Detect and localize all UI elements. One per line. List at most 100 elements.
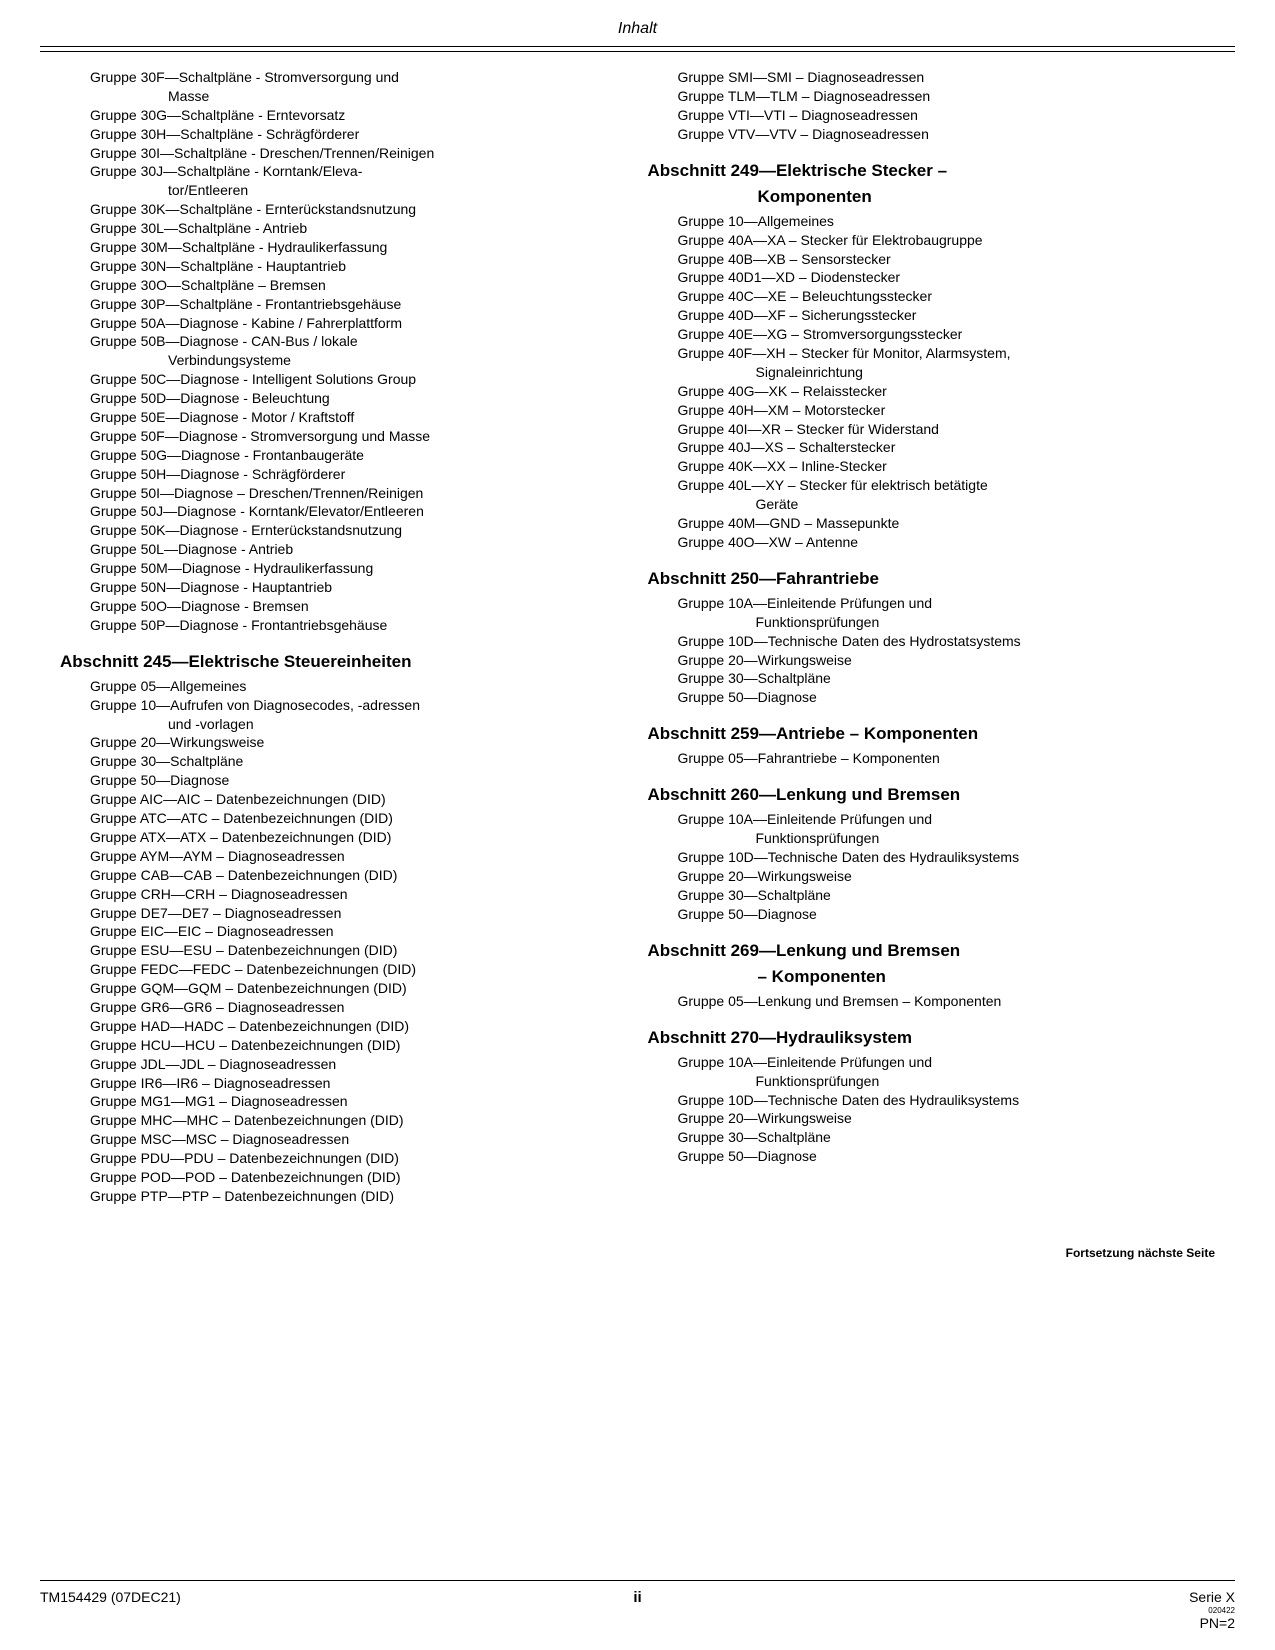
group-entry: Gruppe 50A—Diagnose - Kabine / Fahrerpla…: [60, 314, 628, 333]
group-entry: Gruppe 10D—Technische Daten des Hydrosta…: [648, 632, 1216, 651]
group-entry: Gruppe 20—Wirkungsweise: [648, 867, 1216, 886]
group-entry: Gruppe HAD—HADC – Datenbezeichnungen (DI…: [60, 1017, 628, 1036]
group-entry: Gruppe 30N—Schaltpläne - Hauptantrieb: [60, 257, 628, 276]
header-title: Inhalt: [40, 20, 1235, 47]
footer-pn: PN=2: [1189, 1615, 1235, 1632]
group-entry: Gruppe MHC—MHC – Datenbezeichnungen (DID…: [60, 1111, 628, 1130]
group-entry: Gruppe 05—Lenkung und Bremsen – Komponen…: [648, 992, 1216, 1011]
group-entry: Gruppe 30J—Schaltpläne - Korntank/Eleva-: [60, 162, 628, 181]
group-entry: Gruppe 50—Diagnose: [648, 905, 1216, 924]
group-entry: Gruppe 50G—Diagnose - Frontanbaugeräte: [60, 446, 628, 465]
group-entry: Gruppe 30—Schaltpläne: [648, 1128, 1216, 1147]
footer-left: TM154429 (07DEC21): [40, 1589, 181, 1605]
group-entry: Gruppe 20—Wirkungsweise: [648, 651, 1216, 670]
group-entry: Gruppe 40A—XA – Stecker für Elektrobaugr…: [648, 231, 1216, 250]
section-heading: Abschnitt 245—Elektrische Steuereinheite…: [60, 651, 628, 673]
group-entry-continuation: Verbindungsysteme: [60, 351, 628, 370]
group-entry: Gruppe 30—Schaltpläne: [60, 752, 628, 771]
group-entry: Gruppe GQM—GQM – Datenbezeichnungen (DID…: [60, 979, 628, 998]
group-entry: Gruppe 30G—Schaltpläne - Erntevorsatz: [60, 106, 628, 125]
group-entry: Gruppe ATX—ATX – Datenbezeichnungen (DID…: [60, 828, 628, 847]
group-entry: Gruppe 30I—Schaltpläne - Dreschen/Trenne…: [60, 144, 628, 163]
group-entry: Gruppe 50L—Diagnose - Antrieb: [60, 540, 628, 559]
group-entry: Gruppe 40O—XW – Antenne: [648, 533, 1216, 552]
group-entry: Gruppe VTV—VTV – Diagnoseadressen: [648, 125, 1216, 144]
group-entry: Gruppe 20—Wirkungsweise: [60, 733, 628, 752]
group-entry: Gruppe JDL—JDL – Diagnoseadressen: [60, 1055, 628, 1074]
section-heading: Abschnitt 270—Hydrauliksystem: [648, 1027, 1216, 1049]
group-entry: Gruppe 50F—Diagnose - Stromversorgung un…: [60, 427, 628, 446]
group-entry: Gruppe 40D—XF – Sicherungsstecker: [648, 306, 1216, 325]
group-entry: Gruppe 10A—Einleitende Prüfungen und: [648, 594, 1216, 613]
group-entry: Gruppe PTP—PTP – Datenbezeichnungen (DID…: [60, 1187, 628, 1206]
group-entry-continuation: Funktionsprüfungen: [648, 613, 1216, 632]
group-entry: Gruppe ATC—ATC – Datenbezeichnungen (DID…: [60, 809, 628, 828]
group-entry: Gruppe 50K—Diagnose - Ernterückstandsnut…: [60, 521, 628, 540]
group-entry: Gruppe 50C—Diagnose - Intelligent Soluti…: [60, 370, 628, 389]
footer-series: Serie X: [1189, 1589, 1235, 1606]
footer: TM154429 (07DEC21) ii Serie X 020422 PN=…: [40, 1580, 1235, 1632]
group-entry: Gruppe SMI—SMI – Diagnoseadressen: [648, 68, 1216, 87]
section-heading: Abschnitt 269—Lenkung und Bremsen: [648, 940, 1216, 962]
group-entry: Gruppe 50D—Diagnose - Beleuchtung: [60, 389, 628, 408]
section-heading-line2: – Komponenten: [648, 966, 1216, 988]
group-entry: Gruppe IR6—IR6 – Diagnoseadressen: [60, 1074, 628, 1093]
group-entry: Gruppe MG1—MG1 – Diagnoseadressen: [60, 1092, 628, 1111]
group-entry: Gruppe 30L—Schaltpläne - Antrieb: [60, 219, 628, 238]
group-entry: Gruppe 40D1—XD – Diodenstecker: [648, 268, 1216, 287]
group-entry: Gruppe 50I—Diagnose – Dreschen/Trennen/R…: [60, 484, 628, 503]
group-entry: Gruppe ESU—ESU – Datenbezeichnungen (DID…: [60, 941, 628, 960]
group-entry: Gruppe 40L—XY – Stecker für elektrisch b…: [648, 476, 1216, 495]
group-entry: Gruppe PDU—PDU – Datenbezeichnungen (DID…: [60, 1149, 628, 1168]
continue-note: Fortsetzung nächste Seite: [40, 1246, 1235, 1260]
group-entry: Gruppe 30F—Schaltpläne - Stromversorgung…: [60, 68, 628, 87]
footer-page-number: ii: [633, 1589, 641, 1606]
group-entry-continuation: Masse: [60, 87, 628, 106]
group-entry: Gruppe CRH—CRH – Diagnoseadressen: [60, 885, 628, 904]
group-entry: Gruppe 30P—Schaltpläne - Frontantriebsge…: [60, 295, 628, 314]
group-entry: Gruppe AYM—AYM – Diagnoseadressen: [60, 847, 628, 866]
group-entry-continuation: Geräte: [648, 495, 1216, 514]
group-entry: Gruppe 50P—Diagnose - Frontantriebsgehäu…: [60, 616, 628, 635]
header-rule: [40, 51, 1235, 52]
right-column: Gruppe SMI—SMI – DiagnoseadressenGruppe …: [648, 68, 1216, 1206]
section-heading: Abschnitt 249—Elektrische Stecker –: [648, 160, 1216, 182]
group-entry: Gruppe 50—Diagnose: [60, 771, 628, 790]
group-entry: Gruppe 30—Schaltpläne: [648, 886, 1216, 905]
group-entry: Gruppe VTI—VTI – Diagnoseadressen: [648, 106, 1216, 125]
group-entry: Gruppe 10A—Einleitende Prüfungen und: [648, 810, 1216, 829]
group-entry: Gruppe 50B—Diagnose - CAN-Bus / lokale: [60, 332, 628, 351]
section-heading-line2: Komponenten: [648, 186, 1216, 208]
group-entry: Gruppe 50J—Diagnose - Korntank/Elevator/…: [60, 502, 628, 521]
group-entry: Gruppe 10D—Technische Daten des Hydrauli…: [648, 1091, 1216, 1110]
group-entry: Gruppe CAB—CAB – Datenbezeichnungen (DID…: [60, 866, 628, 885]
left-column: Gruppe 30F—Schaltpläne - Stromversorgung…: [60, 68, 628, 1206]
group-entry: Gruppe EIC—EIC – Diagnoseadressen: [60, 922, 628, 941]
group-entry: Gruppe GR6—GR6 – Diagnoseadressen: [60, 998, 628, 1017]
section-heading: Abschnitt 260—Lenkung und Bremsen: [648, 784, 1216, 806]
group-entry: Gruppe 30O—Schaltpläne – Bremsen: [60, 276, 628, 295]
group-entry: Gruppe 40C—XE – Beleuchtungsstecker: [648, 287, 1216, 306]
group-entry: Gruppe 10—Allgemeines: [648, 212, 1216, 231]
group-entry-continuation: Funktionsprüfungen: [648, 829, 1216, 848]
content-area: Gruppe 30F—Schaltpläne - Stromversorgung…: [40, 68, 1235, 1206]
group-entry-continuation: Funktionsprüfungen: [648, 1072, 1216, 1091]
footer-right: Serie X 020422 PN=2: [1189, 1589, 1235, 1632]
group-entry: Gruppe TLM—TLM – Diagnoseadressen: [648, 87, 1216, 106]
group-entry: Gruppe 40K—XX – Inline-Stecker: [648, 457, 1216, 476]
group-entry-continuation: tor/Entleeren: [60, 181, 628, 200]
group-entry: Gruppe 50E—Diagnose - Motor / Kraftstoff: [60, 408, 628, 427]
group-entry: Gruppe POD—POD – Datenbezeichnungen (DID…: [60, 1168, 628, 1187]
group-entry: Gruppe 05—Fahrantriebe – Komponenten: [648, 749, 1216, 768]
section-heading: Abschnitt 250—Fahrantriebe: [648, 568, 1216, 590]
group-entry: Gruppe 50N—Diagnose - Hauptantrieb: [60, 578, 628, 597]
group-entry: Gruppe 40F—XH – Stecker für Monitor, Ala…: [648, 344, 1216, 363]
group-entry: Gruppe 40E—XG – Stromversorgungsstecker: [648, 325, 1216, 344]
group-entry: Gruppe AIC—AIC – Datenbezeichnungen (DID…: [60, 790, 628, 809]
group-entry: Gruppe FEDC—FEDC – Datenbezeichnungen (D…: [60, 960, 628, 979]
group-entry: Gruppe 50H—Diagnose - Schrägförderer: [60, 465, 628, 484]
group-entry: Gruppe 50O—Diagnose - Bremsen: [60, 597, 628, 616]
group-entry: Gruppe 10D—Technische Daten des Hydrauli…: [648, 848, 1216, 867]
group-entry: Gruppe 40I—XR – Stecker für Widerstand: [648, 420, 1216, 439]
group-entry-continuation: Signaleinrichtung: [648, 363, 1216, 382]
